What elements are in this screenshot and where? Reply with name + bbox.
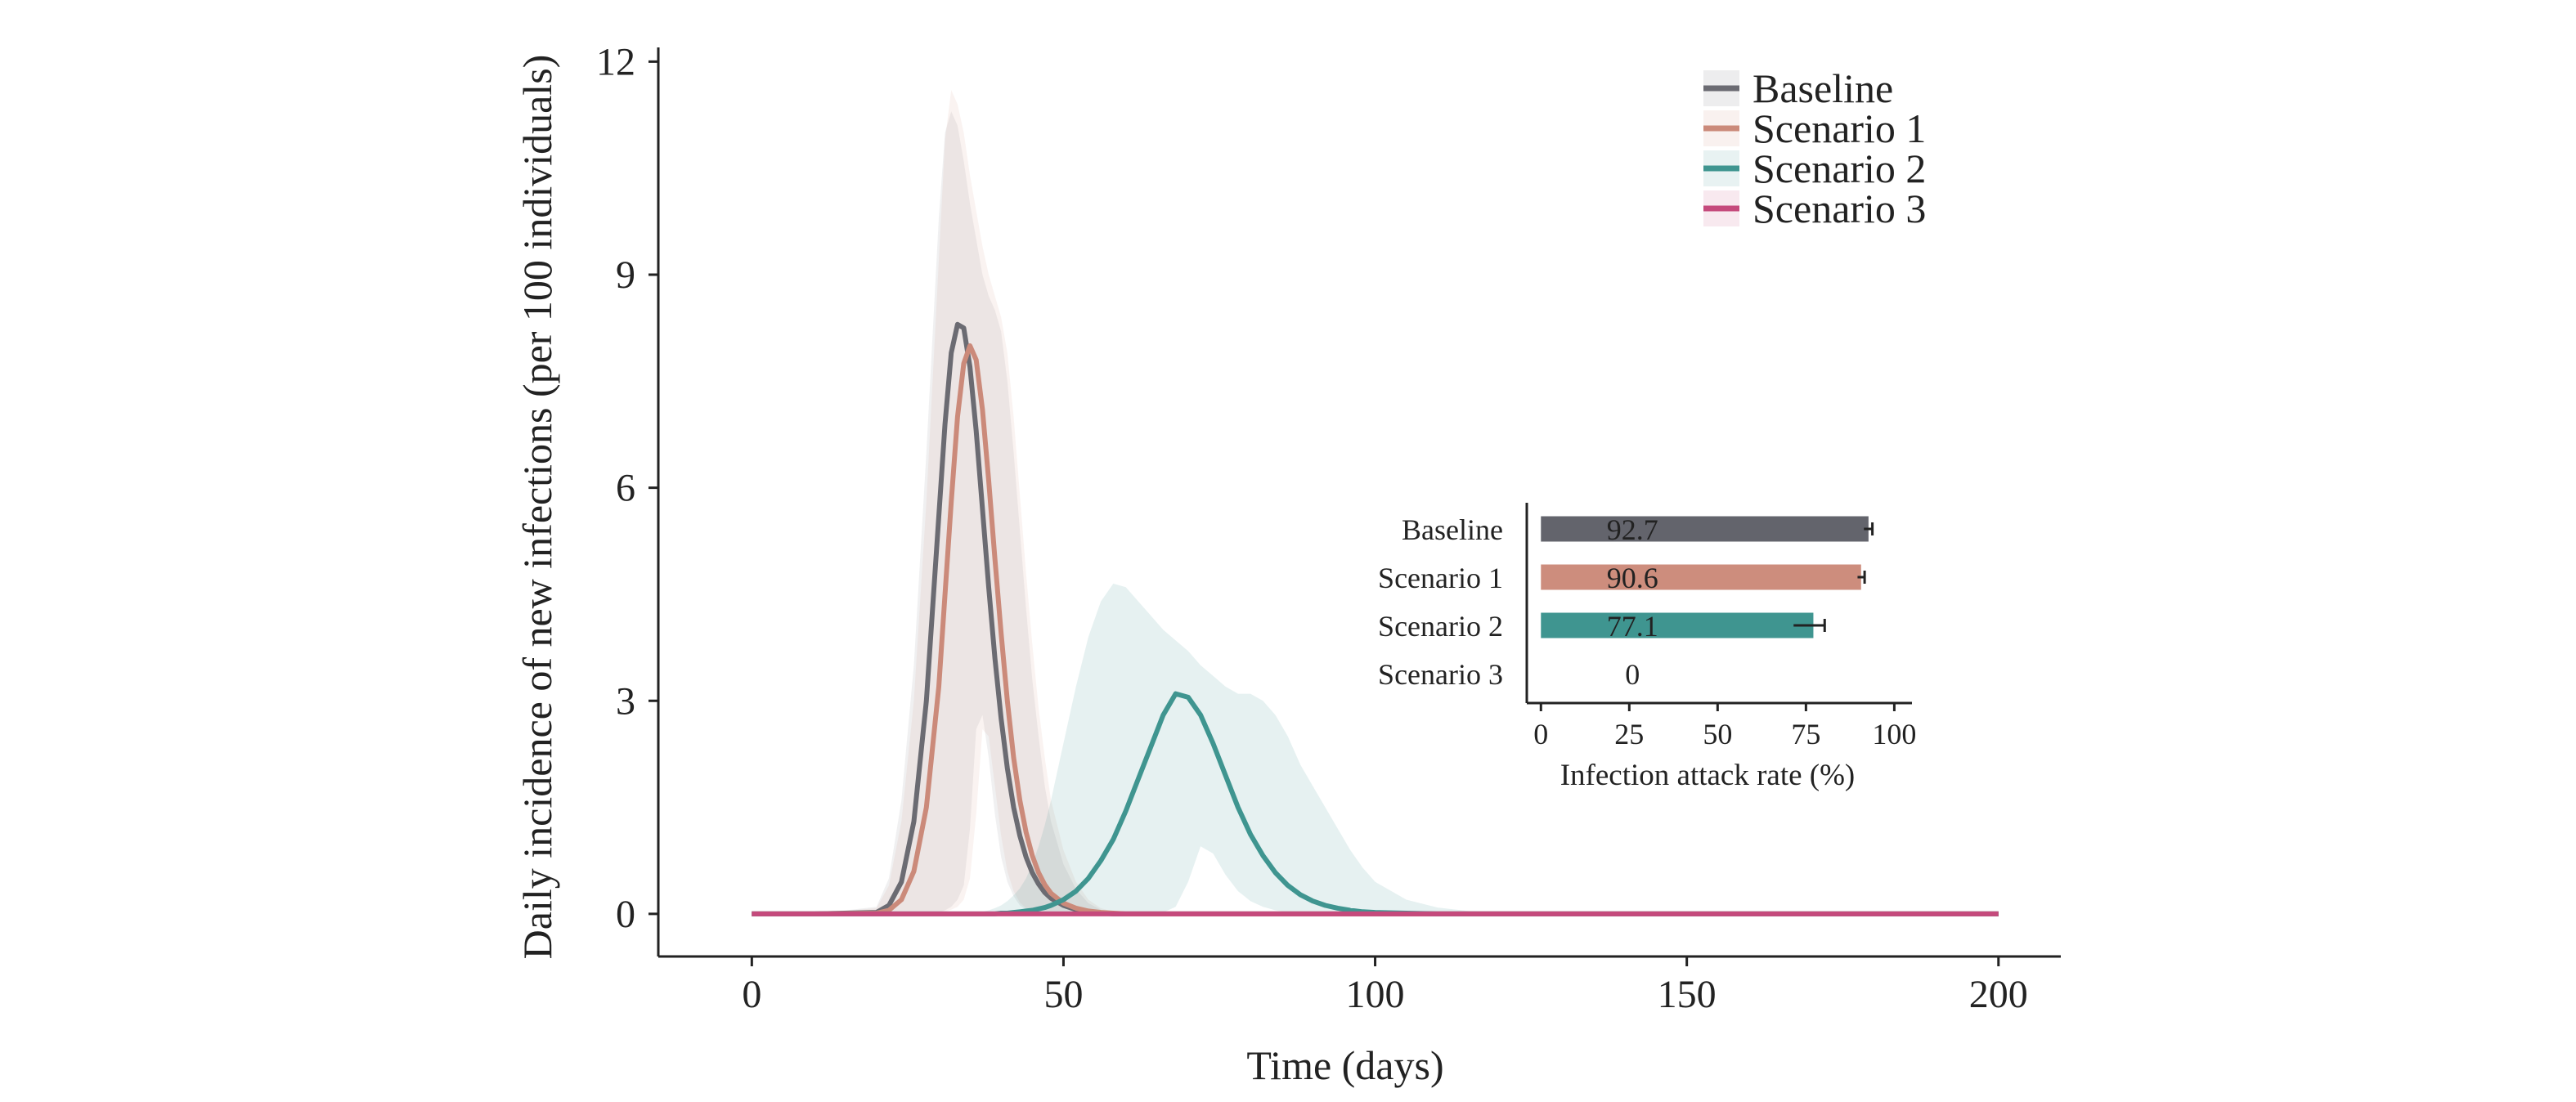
inset-x-tick-label: 100 [1872,718,1916,750]
y-tick-label: 6 [616,467,635,510]
y-tick-label: 0 [616,893,635,936]
y-tick-label: 9 [616,253,635,297]
legend-label: Scenario 3 [1752,186,1926,231]
main-y-axis-label: Daily incidence of new infections (per 1… [514,55,560,960]
x-tick-label: 0 [742,973,761,1016]
bar-row-scenario-1: Scenario 1 90.6 [1378,562,1866,594]
band-scenario-2 [752,583,1999,914]
legend-label: Scenario 2 [1752,146,1926,191]
main-uncertainty-bands [752,90,1999,914]
bar-value-label: 90.6 [1607,562,1658,594]
legend-item-scenario-2: Scenario 2 [1703,146,1926,191]
main-axes: 0 50 100 150 200 0 3 6 9 12 [596,40,2061,1016]
bar-row-scenario-3: Scenario 3 0 [1378,658,1640,691]
bar-value-label: 77.1 [1607,610,1658,643]
y-tick-label: 12 [596,40,635,83]
bar-value-label: 92.7 [1607,513,1658,546]
bar-category-label: Scenario 3 [1378,658,1503,691]
x-tick-label: 50 [1043,973,1083,1016]
inset-x-tick-label: 25 [1614,718,1644,750]
legend-label: Baseline [1752,65,1893,111]
main-series-lines [752,321,1999,916]
bar-category-label: Scenario 2 [1378,610,1503,643]
legend-item-scenario-3: Scenario 3 [1703,186,1926,231]
legend-item-scenario-1: Scenario 1 [1703,105,1926,151]
inset-x-axis-label: Infection attack rate (%) [1560,759,1856,792]
bar-category-label: Scenario 1 [1378,562,1503,594]
inset-x-tick-label: 0 [1533,718,1548,750]
legend-item-baseline: Baseline [1703,65,1893,111]
bar-row-baseline: Baseline 92.7 [1402,513,1874,546]
bar-baseline [1541,516,1869,542]
inset-attack-rate-chart: Baseline 92.7 Scenario 1 90.6 Scenario 2 77.1… [1378,503,1916,750]
bar-category-label: Baseline [1402,513,1503,546]
bar-row-scenario-2: Scenario 2 77.1 [1378,610,1826,643]
bar-value-label: 0 [1625,658,1640,691]
inset-x-tick-label: 75 [1791,718,1820,750]
inset-x-tick-label: 50 [1703,718,1732,750]
main-x-axis-label: Time (days) [1246,1042,1443,1088]
y-tick-label: 3 [616,679,635,723]
band-scenario-1 [752,90,1999,914]
x-tick-label: 100 [1346,973,1405,1016]
x-tick-label: 150 [1658,973,1717,1016]
legend-label: Scenario 1 [1752,105,1926,151]
bar-scenario-1 [1541,564,1861,590]
band-baseline [752,111,1999,914]
x-tick-label: 200 [1969,973,2028,1016]
bar-scenario-2 [1541,612,1814,638]
